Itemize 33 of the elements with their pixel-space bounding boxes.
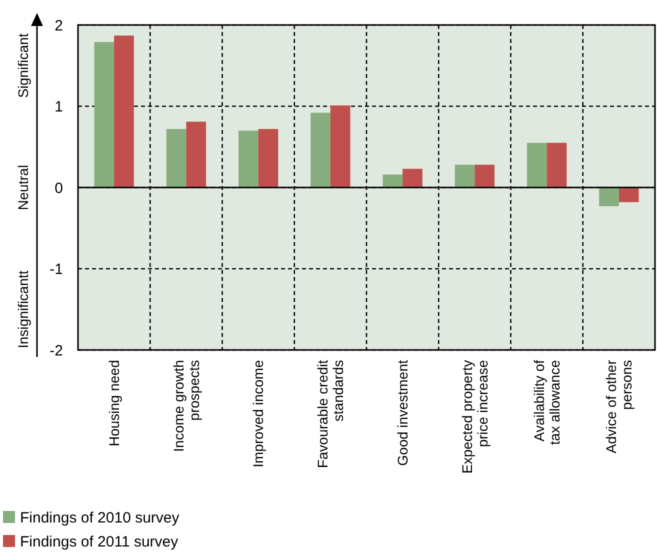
bar	[114, 36, 134, 188]
legend-label: Findings of 2010 survey	[20, 509, 180, 526]
x-tick-label: Income growth prospects	[170, 360, 202, 452]
bar	[474, 164, 495, 188]
bar	[402, 168, 422, 188]
bar	[454, 164, 475, 188]
y-tick-label: 1	[54, 98, 63, 116]
bar	[382, 174, 403, 188]
y-tick-label: 2	[54, 17, 63, 34]
x-tick-label: Expected property price increase	[458, 360, 490, 474]
bar	[238, 130, 258, 188]
x-tick-label: Advice of other persons	[603, 360, 635, 454]
text: Neutral	[15, 164, 31, 210]
bar	[258, 129, 278, 188]
x-tick-label: Good investment	[394, 360, 410, 466]
bar	[310, 112, 330, 188]
y-tick-label: -2	[50, 342, 63, 360]
y-tick-label: -1	[50, 261, 63, 278]
bar	[330, 105, 350, 188]
y-tick-label: 0	[54, 180, 63, 197]
bar	[618, 188, 639, 202]
x-tick-label: Housing need	[106, 360, 122, 446]
x-tick-label: Favourable credit standards	[314, 360, 346, 468]
bar	[526, 142, 547, 188]
bar	[546, 142, 567, 188]
bar	[599, 188, 619, 206]
text: Insignificantt	[15, 270, 31, 348]
bar	[166, 129, 186, 188]
bar	[94, 42, 114, 188]
bar	[186, 122, 206, 188]
legend-label: Findings of 2011 survey	[20, 533, 179, 550]
x-tick-label: Improved income	[250, 360, 266, 468]
text: Significant	[15, 33, 31, 98]
